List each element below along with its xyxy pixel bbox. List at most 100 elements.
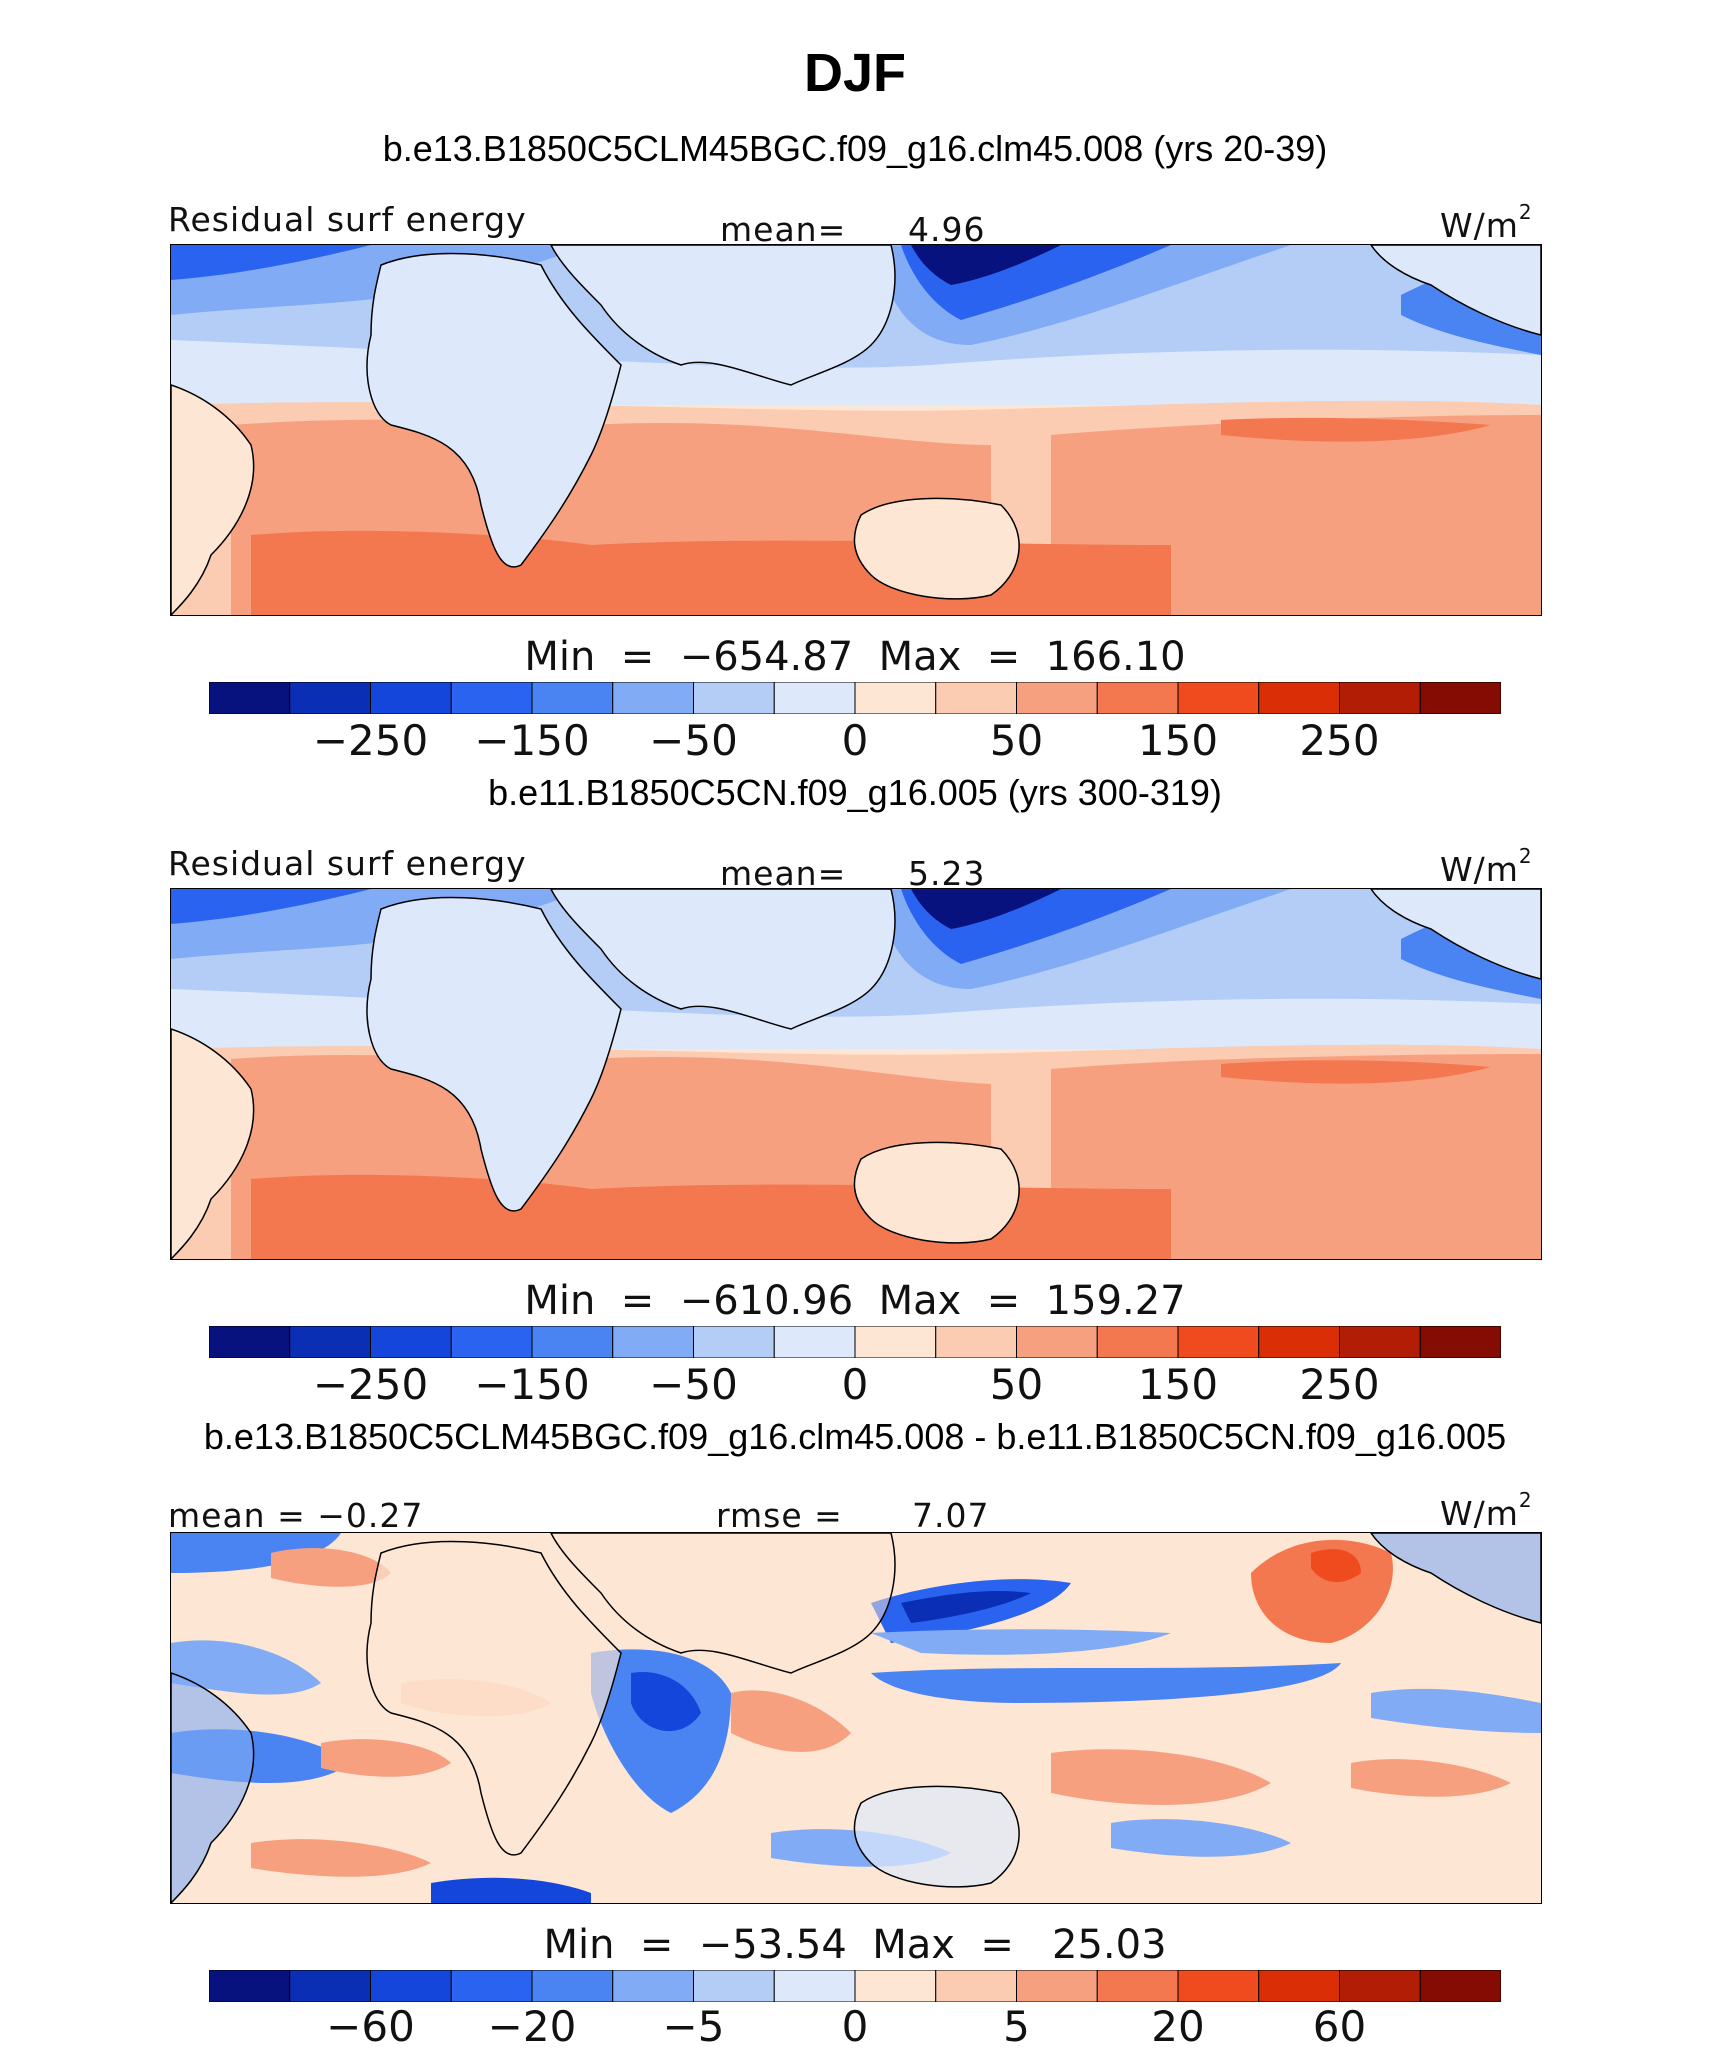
colorbar-tick: −150 [474,1360,590,1409]
colorbar-swatch [531,681,614,715]
diff-patch-warm [731,1690,851,1752]
north-america-outline [1370,889,1541,980]
north-america-outline [1370,245,1541,336]
panel-1-mean-value: 4.96 [908,210,986,249]
colorbar-swatch [370,1969,452,2003]
colorbar-swatch [370,681,452,715]
eurasia-outline [550,1533,896,1674]
south-america-outline [171,1672,255,1903]
diff-patch-warm [1351,1759,1511,1797]
colorbar-tick: −60 [326,2002,415,2051]
diff-north-pacific-core [1311,1549,1361,1583]
panel-2-map-svg [171,889,1541,1259]
diff-patch-warm [321,1739,451,1777]
colorbar-tick: 50 [989,716,1044,765]
panel-2-colorbar-ticks: −250 −150 −50 0 50 150 250 [209,1360,1501,1409]
panel-3-colorbar [208,1969,1502,2003]
diff-patch-cold [171,1640,321,1695]
colorbar-swatch [1258,1969,1340,2003]
colorbar-swatch [208,1325,291,1359]
colorbar-tick: 0 [841,1360,869,1409]
pacific-warm [1051,1054,1541,1259]
diff-patch-warm [251,1839,431,1877]
colorbar-swatch [370,1325,452,1359]
panel-3-case-title: b.e13.B1850C5CLM45BGC.f09_g16.clm45.008 … [203,1416,1507,1457]
colorbar-tick: −50 [649,1360,738,1409]
colorbar-swatch [1339,1325,1421,1359]
diff-patch-cold [1111,1819,1291,1857]
panel-3-units: W/m2 [1440,1488,1533,1533]
diff-kuroshio-core [901,1591,1031,1623]
panel-1-colorbar-ticks: −250 −150 −50 0 50 150 250 [209,716,1501,765]
panel-1-units: W/m2 [1440,200,1533,245]
colorbar-swatch [612,1969,694,2003]
australia-outline [853,1141,1020,1244]
kuroshio-core [911,889,1061,929]
panel-2-units: W/m2 [1440,844,1533,889]
panel-3-map [170,1532,1542,1904]
colorbar-tick: 0 [841,2002,869,2051]
colorbar-swatch [935,681,1017,715]
colorbar-swatch [1419,1325,1502,1359]
south-america-outline [171,384,255,615]
panel-2-mean-label: mean= [720,854,847,893]
colorbar-swatch [854,1325,937,1359]
colorbar-tick: −250 [312,1360,429,1409]
diff-indian-cold [591,1649,731,1813]
diff-equatorial-cold [871,1663,1341,1703]
colorbar-tick: 20 [1151,2002,1205,2051]
colorbar-swatch [612,681,694,715]
panel-3-map-svg [171,1533,1541,1903]
south-atlantic-deep [251,530,591,615]
colorbar-swatch [612,1325,694,1359]
africa-outline [366,252,622,568]
colorbar-swatch [450,1325,533,1359]
panel-2-map [170,888,1542,1260]
colorbar-swatch [773,1969,856,2003]
colorbar-swatch [773,681,856,715]
colorbar-tick: 5 [1003,2002,1030,2051]
panel-3-colorbar-ticks: −60 −20 −5 0 5 20 60 [209,2002,1501,2051]
colorbar-tick: 250 [1299,716,1380,765]
colorbar-tick: 250 [1299,1360,1380,1409]
panel-3-rmse-value: 7.07 [912,1496,990,1535]
panel-2-min-max: Min = −610.96 Max = 159.27 [524,1278,1186,1324]
colorbar-swatch [1258,681,1340,715]
diff-patch-warm [271,1548,391,1587]
colorbar-swatch [1096,1325,1179,1359]
colorbar-swatch [1096,1969,1179,2003]
colorbar-swatch [1016,1325,1098,1359]
colorbar-tick: −250 [312,716,429,765]
australia-outline [853,1785,1020,1888]
africa-outline [366,896,622,1212]
africa-outline [366,1540,622,1856]
panel-1-colorbar [208,681,1502,715]
colorbar-swatch [289,681,371,715]
colorbar-swatch [1419,1969,1502,2003]
south-atlantic-deep [251,1174,591,1259]
panel-1-case-title: b.e13.B1850C5CLM45BGC.f09_g16.clm45.008 … [382,128,1328,169]
colorbar-tick: 150 [1137,1360,1219,1409]
colorbar-swatch [1339,1969,1421,2003]
australia-outline [853,497,1020,600]
colorbar-swatch [208,681,291,715]
diff-patch-warm [1051,1749,1271,1805]
colorbar-tick: 150 [1137,716,1219,765]
colorbar-swatch [531,1325,614,1359]
colorbar-swatch [935,1325,1017,1359]
colorbar-tick: 50 [989,1360,1044,1409]
north-atlantic-core [171,889,371,924]
colorbar-tick: −50 [649,716,738,765]
colorbar-swatch [1016,1969,1098,2003]
colorbar-swatch [531,1969,614,2003]
colorbar-swatch [693,1969,775,2003]
colorbar-tick: −20 [487,2002,577,2051]
colorbar-swatch [450,681,533,715]
colorbar-swatch [1177,1325,1260,1359]
colorbar-swatch [450,1969,533,2003]
colorbar-swatch [854,1969,937,2003]
panel-1-map-svg [171,245,1541,615]
panel-2-colorbar [208,1325,1502,1359]
colorbar-swatch [1016,681,1098,715]
colorbar-swatch [1177,1969,1260,2003]
